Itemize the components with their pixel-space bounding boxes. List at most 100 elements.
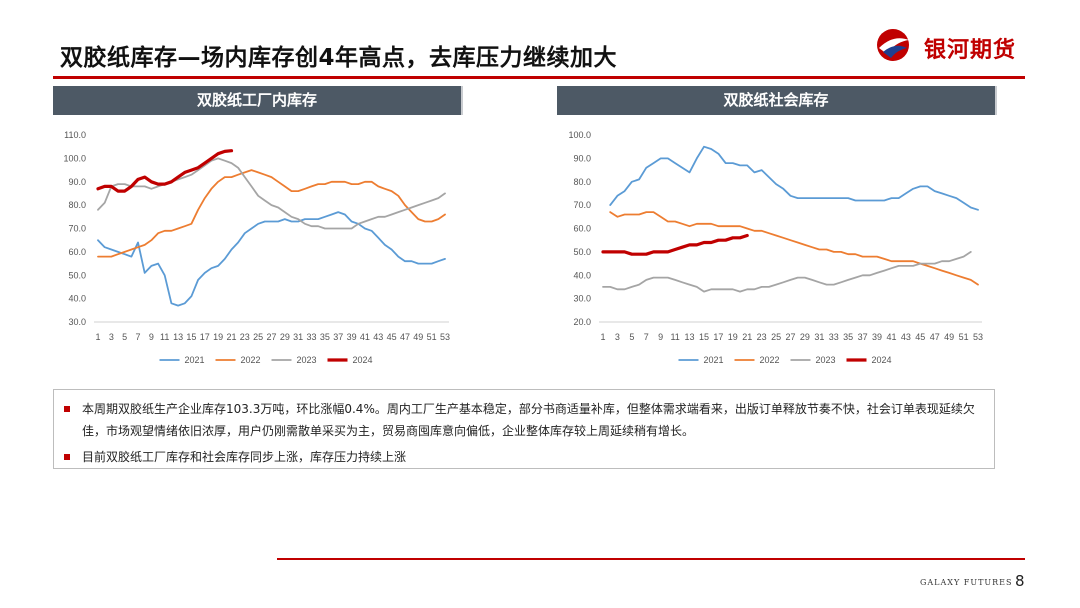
x-tick-label: 17: [713, 332, 723, 342]
x-tick-label: 51: [959, 332, 969, 342]
notes-box: 本周期双胶纸生产企业库存103.3万吨，环比涨幅0.4%。周内工厂生产基本稳定，…: [53, 389, 995, 469]
x-tick-label: 31: [293, 332, 303, 342]
social-inventory-chart: 100.090.080.070.060.050.040.030.020.01 3 5…: [568, 130, 983, 365]
legend-label: 2023: [297, 355, 317, 365]
x-tick-label: 11: [160, 332, 169, 342]
x-tick-label: 53: [973, 332, 983, 342]
x-tick-label: 43: [901, 332, 911, 342]
x-tick-label: 49: [944, 332, 954, 342]
y-tick-label: 60.0: [573, 224, 591, 234]
legend-label: 2023: [816, 355, 836, 365]
x-tick-label: 41: [360, 332, 370, 342]
x-tick-label: 25: [771, 332, 781, 342]
x-tick-label: 47: [930, 332, 940, 342]
y-tick-label: 80.0: [68, 200, 86, 210]
series-line-2024: [601, 233, 749, 256]
right-chart-title: 双胶纸社会库存: [557, 86, 997, 115]
x-tick-label: 35: [843, 332, 853, 342]
x-tick-label: 45: [915, 332, 925, 342]
x-tick-label: 39: [872, 332, 882, 342]
y-tick-label: 90.0: [68, 177, 86, 187]
legend-label: 2024: [353, 355, 373, 365]
x-tick-label: 51: [427, 332, 437, 342]
y-tick-label: 60.0: [68, 247, 86, 257]
y-tick-label: 50.0: [68, 270, 86, 280]
factory-inventory-chart: 110.0 100.0 90.0 80.0 70.0 60.0 50.0 40.0 30.0 1 3…: [63, 130, 450, 365]
y-tick-label: 90.0: [573, 153, 591, 163]
x-tick-label: 21: [226, 332, 236, 342]
x-tick-label: 33: [829, 332, 839, 342]
title-divider: [53, 76, 1025, 79]
x-tick-label: 21: [742, 332, 752, 342]
y-tick-label: 110.0: [64, 130, 86, 140]
y-tick-label: 20.0: [573, 317, 591, 327]
x-tick-label: 37: [333, 332, 343, 342]
series-line-2021: [97, 211, 446, 307]
legend-label: 2021: [704, 355, 724, 365]
galaxy-futures-logo: [877, 29, 909, 61]
y-tick-label: 50.0: [573, 247, 591, 257]
note-item: 目前双胶纸工厂库存和社会库存同步上涨，库存压力持续上涨: [64, 446, 984, 468]
legend-label: 2024: [872, 355, 892, 365]
x-tick-label: 15: [699, 332, 709, 342]
series-line-2022: [609, 211, 979, 286]
x-tick-label: 29: [800, 332, 810, 342]
page-title: 双胶纸库存—场内库存创4年高点，去库压力继续加大: [60, 45, 618, 71]
bullet-icon: [64, 454, 70, 460]
x-tick-label: 23: [757, 332, 767, 342]
x-tick-label: 7: [644, 332, 649, 342]
series-line-2023: [97, 157, 446, 230]
x-tick-label: 27: [785, 332, 795, 342]
x-tick-label: 17: [200, 332, 210, 342]
x-tick-label: 9: [149, 332, 154, 342]
x-tick-label: 53: [440, 332, 450, 342]
x-tick-label: 45: [387, 332, 397, 342]
legend-label: 2021: [185, 355, 205, 365]
series-line-2024: [96, 149, 234, 193]
legend-label: 2022: [760, 355, 780, 365]
x-tick-label: 25: [253, 332, 263, 342]
x-tick-label: 13: [173, 332, 183, 342]
legend-label: 2022: [241, 355, 261, 365]
y-tick-label: 30.0: [68, 317, 86, 327]
logo-text: 银河期货: [924, 38, 1017, 63]
x-tick-label: 7: [136, 332, 141, 342]
x-tick-label: 43: [373, 332, 383, 342]
footer-tag: GALAXY FUTURES: [920, 578, 1013, 587]
series-line-2022: [97, 169, 446, 258]
note-text: 目前双胶纸工厂库存和社会库存同步上涨，库存压力持续上涨: [82, 450, 407, 464]
y-tick-label: 100.0: [63, 153, 86, 163]
left-chart-title: 双胶纸工厂内库存: [53, 86, 463, 115]
x-tick-label: 35: [320, 332, 330, 342]
x-tick-label: 1: [600, 332, 605, 342]
y-tick-label: 80.0: [573, 177, 591, 187]
y-tick-label: 30.0: [573, 294, 591, 304]
x-tick-label: 29: [280, 332, 290, 342]
page-number: 8: [1015, 572, 1025, 590]
x-tick-label: 9: [658, 332, 663, 342]
x-tick-label: 27: [266, 332, 276, 342]
y-tick-label: 100.0: [568, 130, 591, 140]
y-tick-label: 40.0: [573, 270, 591, 280]
x-tick-label: 11: [670, 332, 679, 342]
x-tick-label: 37: [858, 332, 868, 342]
x-tick-label: 13: [685, 332, 695, 342]
x-tick-label: 5: [629, 332, 634, 342]
x-tick-label: 39: [347, 332, 357, 342]
y-tick-label: 40.0: [68, 294, 86, 304]
x-tick-label: 19: [213, 332, 223, 342]
x-tick-label: 15: [186, 332, 196, 342]
x-tick-label: 3: [109, 332, 114, 342]
x-tick-label: 5: [122, 332, 127, 342]
x-tick-label: 33: [307, 332, 317, 342]
series-line-2023: [602, 250, 972, 293]
note-text: 本周期双胶纸生产企业库存103.3万吨，环比涨幅0.4%。周内工厂生产基本稳定，…: [82, 402, 975, 438]
note-item: 本周期双胶纸生产企业库存103.3万吨，环比涨幅0.4%。周内工厂生产基本稳定，…: [64, 398, 984, 442]
footer-divider: [277, 558, 1025, 560]
y-tick-label: 70.0: [68, 224, 86, 234]
bullet-icon: [64, 406, 70, 412]
y-tick-label: 70.0: [573, 200, 591, 210]
x-tick-label: 31: [814, 332, 824, 342]
x-tick-label: 19: [728, 332, 738, 342]
x-tick-label: 41: [886, 332, 896, 342]
